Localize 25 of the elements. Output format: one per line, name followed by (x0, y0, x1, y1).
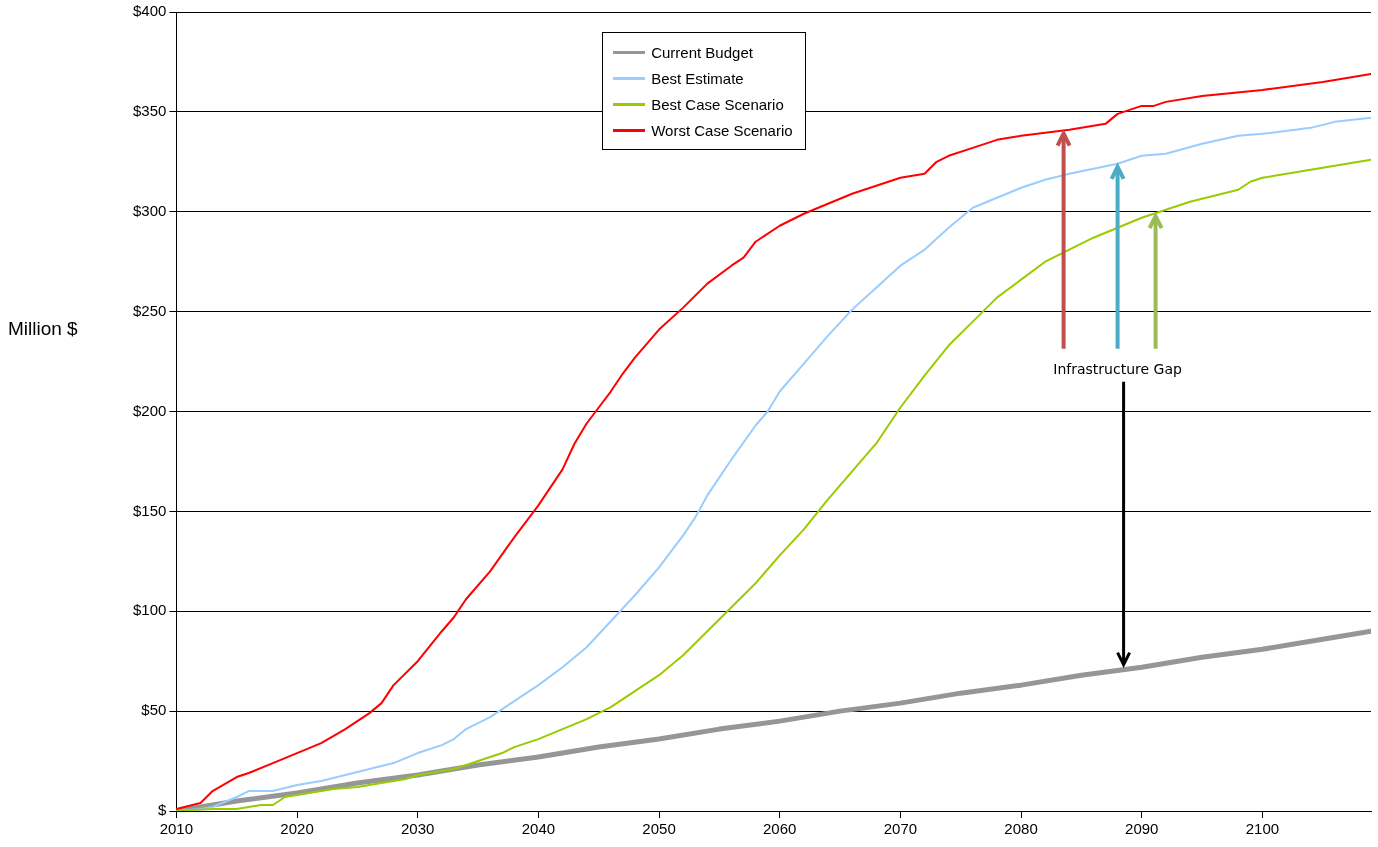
y-tick-label: $200 (132, 401, 167, 419)
y-tick-label: $150 (132, 501, 167, 519)
y-tick-label: $300 (132, 201, 167, 219)
x-tick-label: 2020 (280, 820, 314, 838)
y-tick-label: $350 (132, 102, 167, 120)
legend-label: Worst Case Scenario (651, 121, 793, 139)
x-tick-label: 2040 (521, 820, 556, 838)
x-tick-label: 2080 (1004, 820, 1038, 838)
y-axis-title: Million $ (8, 318, 78, 340)
legend-label: Current Budget (651, 43, 753, 61)
annotation: Infrastructure Gap (1053, 360, 1182, 377)
y-tick-label: $50 (141, 701, 167, 719)
legend-label: Best Case Scenario (651, 95, 784, 113)
x-tick-label: 2050 (642, 820, 676, 838)
x-tick-label: 2030 (401, 820, 435, 838)
y-tick-label: $ (158, 801, 168, 819)
x-tick-label: 2060 (763, 820, 797, 838)
x-tick-label: 2010 (159, 820, 194, 838)
y-tick-label: $400 (132, 2, 167, 20)
x-tick-label: 2090 (1125, 820, 1159, 838)
y-tick-label: $250 (132, 301, 167, 319)
y-tick-label: $100 (132, 601, 167, 619)
x-tick-label: 2070 (883, 820, 918, 838)
x-tick-label: 2100 (1245, 820, 1280, 838)
legend-label: Best Estimate (651, 69, 744, 87)
